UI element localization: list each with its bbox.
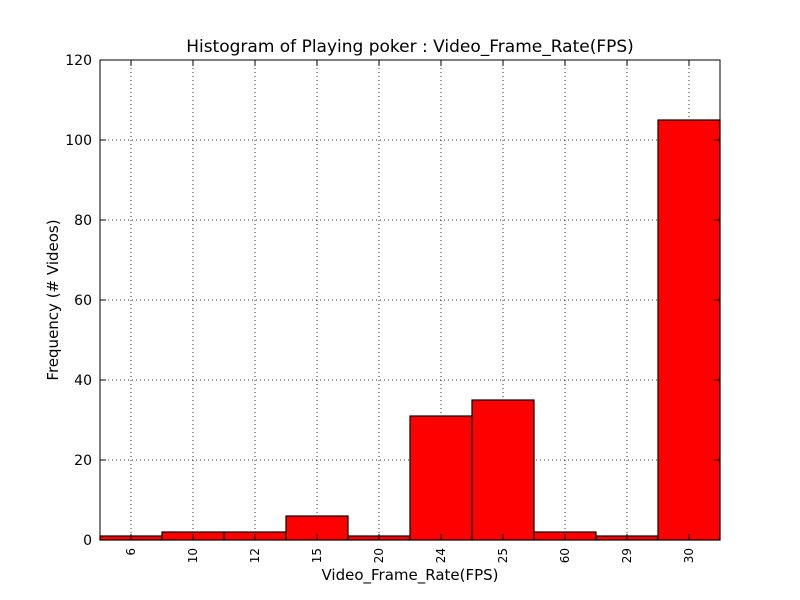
x-axis-label: Video_Frame_Rate(FPS): [321, 566, 498, 585]
x-tick-label: 60: [558, 548, 572, 563]
y-tick-label: 80: [74, 213, 92, 229]
y-tick-label: 60: [74, 293, 92, 309]
y-tick-label: 100: [65, 133, 92, 149]
x-tick-labels: 6 10 12 15 20 24 25 60 29 30: [124, 548, 696, 563]
y-tick-label: 0: [83, 533, 92, 549]
bar-24: [409, 415, 473, 541]
y-tick-label: 40: [74, 373, 92, 389]
x-tick-label: 29: [620, 548, 634, 563]
y-tick-labels: 0 20 40 60 80 100 120: [65, 53, 92, 549]
x-tick-label: 12: [248, 548, 262, 563]
x-tick-label: 15: [310, 548, 324, 563]
bar-30: [657, 119, 721, 541]
tick-marks: [100, 59, 720, 541]
x-tick-label: 10: [186, 548, 200, 563]
y-axis-label: Frequency (# Videos): [44, 219, 62, 380]
x-tick-label: 25: [496, 548, 510, 563]
plot-frame: [99, 59, 721, 541]
y-tick-label: 120: [65, 53, 92, 69]
x-tick-label: 20: [372, 548, 386, 563]
x-tick-label: 24: [434, 548, 448, 563]
chart-title: Histogram of Playing poker : Video_Frame…: [186, 37, 634, 57]
y-tick-label: 20: [74, 453, 92, 469]
x-tick-label: 6: [124, 548, 138, 556]
bar-25: [471, 399, 535, 541]
x-tick-label: 30: [682, 548, 696, 563]
bars-group: [99, 119, 721, 541]
